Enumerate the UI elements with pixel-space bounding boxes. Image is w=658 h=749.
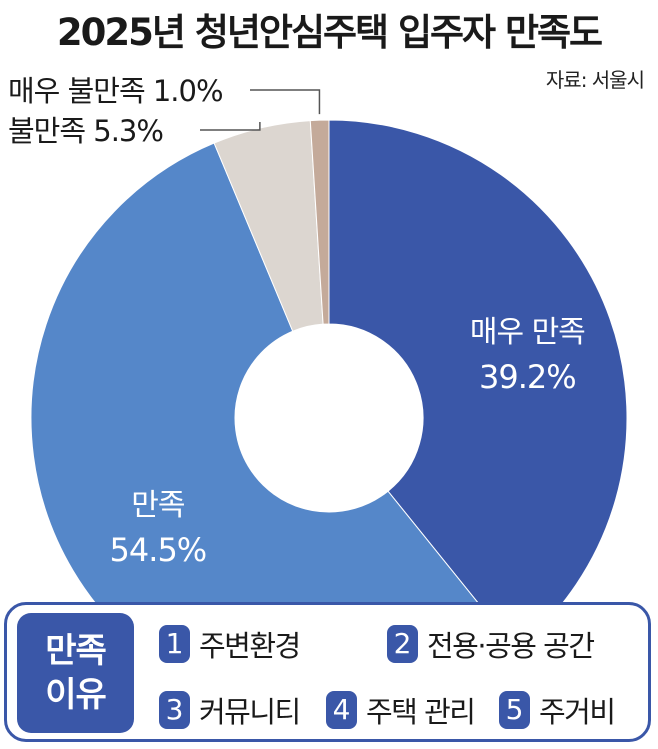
reason-item-3: 3 커뮤니티 (159, 689, 301, 731)
reason-item-2: 2 전용·공용 공간 (387, 623, 595, 665)
reason-number-1: 1 (159, 625, 190, 663)
reason-text-2: 전용·공용 공간 (427, 629, 595, 663)
reason-text-4: 주택 관리 (366, 695, 476, 729)
slice-label-1: 매우 만족 (470, 315, 585, 350)
reason-text-5: 주거비 (539, 695, 616, 729)
slice-label-2: 만족 (131, 488, 185, 523)
slice-label-3: 불만족 5.3% (8, 114, 163, 148)
satisfaction-reasons-box: 만족 이유 1 주변환경 2 전용·공용 공간 3 커뮤니티 4 주택 관리 5… (4, 602, 651, 742)
reason-item-5: 5 주거비 (499, 689, 616, 731)
leader-line-4 (250, 89, 321, 115)
source-note: 자료: 서울시 (545, 68, 645, 92)
reasons-heading: 만족 이유 (17, 613, 134, 733)
reason-text-1: 주변환경 (199, 629, 301, 663)
slice-label-4: 매우 불만족 1.0% (8, 74, 223, 108)
chart-title: 2025년 청년안심주택 입주자 만족도 (56, 11, 603, 54)
leader-line-3 (200, 121, 261, 131)
reason-item-4: 4 주택 관리 (326, 689, 476, 731)
reason-number-2: 2 (387, 625, 418, 663)
reason-item-1: 1 주변환경 (159, 623, 301, 665)
slice-1 (328, 119, 628, 651)
reason-number-4: 4 (326, 691, 357, 729)
reasons-heading-line-2: 이유 (45, 675, 107, 715)
slice-4 (309, 119, 330, 325)
reasons-heading-line-1: 만족 (45, 631, 107, 671)
reason-number-5: 5 (499, 691, 530, 729)
slice-value-2: 54.5% (110, 531, 207, 569)
slice-value-1: 39.2% (479, 358, 576, 396)
reason-number-3: 3 (159, 691, 190, 729)
reason-text-3: 커뮤니티 (199, 695, 301, 729)
